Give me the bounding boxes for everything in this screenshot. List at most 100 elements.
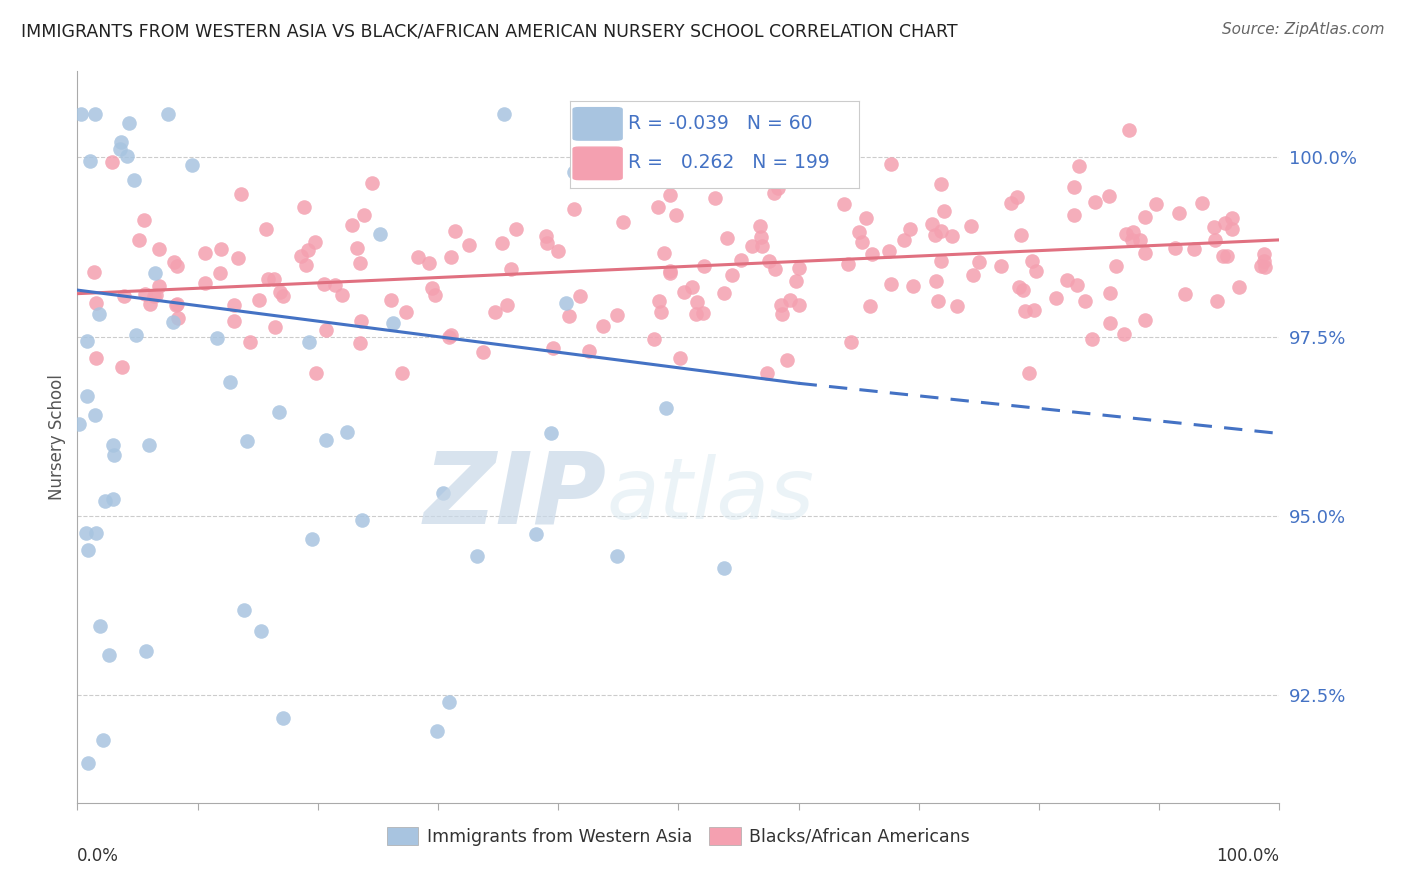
Point: [406, 250, 429, 264]
Point: [851, 235, 873, 249]
Point: [600, 121, 623, 136]
Point: [1220, 211, 1243, 225]
Point: [148, 278, 170, 293]
Point: [770, 307, 793, 321]
Point: [77, 756, 100, 770]
Point: [606, 549, 628, 563]
Point: [547, 244, 569, 258]
Point: [323, 277, 346, 292]
Point: [681, 280, 703, 294]
Point: [290, 249, 312, 263]
Point: [540, 426, 562, 441]
Point: [779, 293, 801, 308]
Point: [346, 241, 368, 255]
Point: [758, 253, 780, 268]
Point: [247, 293, 270, 307]
Point: [578, 344, 600, 359]
Point: [762, 186, 785, 201]
Point: [294, 258, 316, 272]
Point: [946, 299, 969, 313]
Point: [1205, 294, 1227, 309]
Point: [250, 624, 273, 638]
Point: [768, 181, 790, 195]
Point: [145, 288, 167, 302]
Point: [1115, 227, 1137, 242]
Point: [524, 527, 547, 541]
Point: [837, 257, 859, 271]
Point: [1216, 248, 1239, 262]
Point: [1010, 227, 1032, 242]
Point: [117, 149, 139, 163]
Point: [350, 314, 373, 328]
Point: [103, 491, 125, 506]
Point: [437, 330, 460, 344]
Point: [143, 266, 166, 280]
Point: [713, 561, 735, 575]
Point: [135, 644, 157, 658]
Point: [658, 187, 681, 202]
Point: [84, 296, 107, 310]
Point: [770, 298, 793, 312]
Point: [93, 493, 115, 508]
Point: [297, 334, 319, 349]
Point: [83, 107, 105, 121]
Point: [941, 228, 963, 243]
Point: [1000, 195, 1022, 210]
Point: [962, 268, 984, 283]
Point: [1067, 159, 1090, 173]
Text: atlas: atlas: [606, 454, 814, 537]
Point: [1073, 293, 1095, 308]
Point: [716, 231, 738, 245]
Point: [231, 186, 253, 201]
Point: [1021, 253, 1043, 268]
Point: [349, 256, 371, 270]
Point: [686, 294, 709, 309]
Point: [879, 244, 901, 259]
Point: [132, 213, 155, 227]
Point: [194, 276, 217, 290]
Point: [652, 246, 675, 260]
Point: [1063, 208, 1085, 222]
Point: [83, 265, 105, 279]
Point: [315, 433, 337, 447]
Point: [1022, 303, 1045, 318]
Point: [297, 243, 319, 257]
Point: [432, 485, 454, 500]
Point: [848, 226, 870, 240]
Point: [83, 408, 105, 422]
Point: [222, 298, 245, 312]
Point: [336, 425, 359, 440]
Point: [143, 289, 166, 303]
Point: [439, 250, 461, 264]
Point: [194, 246, 217, 260]
Point: [647, 200, 669, 214]
Point: [929, 178, 952, 192]
Point: [1182, 242, 1205, 256]
Point: [557, 309, 579, 323]
Point: [84, 351, 107, 365]
Point: [349, 336, 371, 351]
Point: [138, 297, 160, 311]
Text: 0.0%: 0.0%: [77, 847, 120, 864]
Text: Source: ZipAtlas.com: Source: ZipAtlas.com: [1222, 22, 1385, 37]
Point: [1118, 123, 1140, 137]
Point: [1114, 327, 1136, 342]
Point: [672, 285, 695, 299]
Point: [425, 288, 447, 302]
Text: IMMIGRANTS FROM WESTERN ASIA VS BLACK/AFRICAN AMERICAN NURSERY SCHOOL CORRELATIO: IMMIGRANTS FROM WESTERN ASIA VS BLACK/AF…: [21, 22, 957, 40]
Point: [361, 176, 384, 190]
Point: [496, 298, 519, 312]
Point: [505, 222, 527, 236]
Point: [128, 233, 150, 247]
Point: [381, 316, 404, 330]
Point: [1253, 247, 1275, 261]
Point: [91, 733, 114, 747]
Point: [420, 281, 443, 295]
Point: [692, 306, 714, 320]
Point: [1081, 332, 1104, 346]
Point: [111, 359, 134, 374]
Point: [305, 366, 328, 380]
Point: [880, 156, 903, 170]
Text: 100.0%: 100.0%: [1216, 847, 1279, 864]
Point: [426, 723, 449, 738]
